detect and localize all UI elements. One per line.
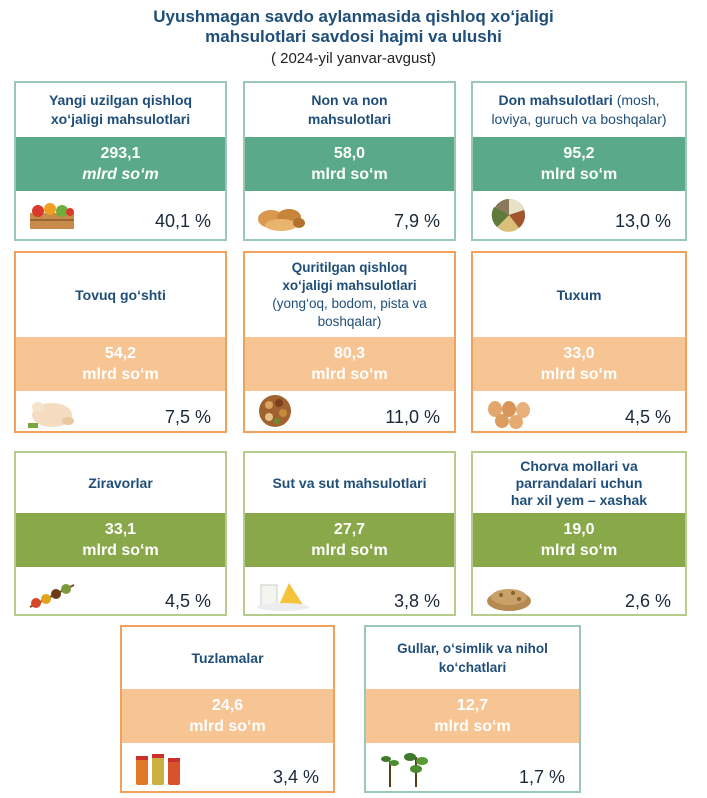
share-percent: 2,6 % [624,591,671,611]
value-band: 24,6 mlrd so‘m [122,689,333,743]
unit: mlrd so‘m [540,366,618,383]
share-percent: 7,9 % [393,211,440,231]
value: 12,7 [456,697,489,714]
unit: mlrd so‘m [311,366,388,383]
card-title: Tuzlamalar [191,649,264,666]
card-title: Ziravorlar [88,474,153,491]
value-band: 80,3 mlrd so‘m [245,337,454,391]
value: 80,3 [333,345,366,362]
value: 33,0 [563,345,595,362]
unit: mlrd so‘m [82,542,159,559]
card-title: Chorva mollari va parrandalari uchun har x… [510,457,648,508]
unit: mlrd so‘m [311,166,388,183]
card-title: Tovuq go‘shti [75,286,166,303]
card-dairy: Sut va sut mahsulotlari 27,7 mlrd so‘m 3… [243,451,456,616]
share-percent: 3,4 % [272,767,319,787]
value: 95,2 [563,145,595,162]
card-eggs: Tuxum 33,0 mlrd so‘m 4,5 % [471,251,687,433]
share-percent: 1,7 % [518,767,565,787]
card-bread: Non va non mahsulotlari 58,0 mlrd so‘m 7,… [243,81,456,241]
share-percent: 3,8 % [393,591,440,611]
grain-bowls-icon [491,199,525,232]
card-grains: Don mahsulotlari (mosh, loviya, guruch va… [471,81,687,241]
share-percent: 11,0 % [385,407,440,427]
title-line-2: mahsulotlari savdosi hajmi va ulushi [205,27,502,46]
unit: mlrd so‘m [540,166,618,183]
title-line-1: Uyushmagan savdo aylanmasida qishloq xo‘… [153,7,554,26]
card-plants: Gullar, o‘simlik va nihol ko‘chatlari 12,… [364,625,581,793]
card-title: Yangi uzilgan qishloq xo‘jaligi mahsulotl… [48,92,193,127]
card-title: Quritilgan qishloq xo‘jaligi mahsulotlari… [272,260,427,329]
value: 19,0 [563,521,595,538]
title-period: ( 2024-yil yanvar-avgust) [270,50,437,67]
value: 33,1 [104,521,137,538]
card-feed: Chorva mollari va parrandalari uchun har x… [471,451,687,616]
card-title: Non va non mahsulotlari [307,92,392,127]
value: 58,0 [333,145,366,162]
card-fresh-produce: Yangi uzilgan qishloq xo‘jaligi mahsulotl… [14,81,227,241]
eggs-icon [488,401,530,429]
unit: mlrd so‘m [189,718,266,735]
value-band: 19,0 mlrd so‘m [473,513,685,567]
card-title: Tuxum [556,286,602,303]
card-dried: Quritilgan qishloq xo‘jaligi mahsulotlari… [243,251,456,433]
card-spices: Ziravorlar 33,1 mlrd so‘m 4,5 % [14,451,227,616]
nuts-icon [259,395,291,427]
card-title: Gullar, o‘simlik va nihol ko‘chatlari [397,641,548,675]
spices-icon [29,584,75,608]
card-chicken: Tovuq go‘shti 54,2 mlrd so‘m 7,5 % [14,251,227,433]
share-percent: 13,0 % [614,211,671,231]
value: 24,6 [211,697,244,714]
unit: mlrd so‘m [82,366,159,383]
value-band: 27,7 mlrd so‘m [245,513,454,567]
card-title: Sut va sut mahsulotlari [272,474,427,491]
card-pickles: Tuzlamalar 24,6 mlrd so‘m 3,4 % [120,625,335,793]
value: 54,2 [104,345,137,362]
chicken-icon [28,402,74,428]
unit: mlrd so‘m [82,166,159,183]
share-percent: 4,5 % [624,407,671,427]
unit: mlrd so‘m [540,542,618,559]
value-band: 54,2 mlrd so‘m [16,337,225,391]
value-band: 58,0 mlrd so‘m [245,137,454,191]
unit: mlrd so‘m [311,542,388,559]
share-percent: 4,5 % [164,591,211,611]
seedlings-icon [381,753,428,787]
unit: mlrd so‘m [434,718,511,735]
value-band: 95,2 mlrd so‘m [473,137,685,191]
value-band: 33,1 mlrd so‘m [16,513,225,567]
share-percent: 40,1 % [154,211,211,231]
value: 293,1 [100,145,141,162]
feed-pellets-icon [487,589,531,611]
value-band: 293,1 mlrd so‘m [16,137,225,191]
pickle-jars-icon [136,754,180,785]
bread-icon [258,209,305,231]
value-band: 12,7 mlrd so‘m [366,689,579,743]
vegetable-crate-icon [30,203,74,229]
value: 27,7 [333,521,366,538]
value-band: 33,0 mlrd so‘m [473,337,685,391]
share-percent: 7,5 % [164,407,211,427]
dairy-icon [257,583,309,611]
card-title: Don mahsulotlari (mosh, loviya, guruch va… [491,92,667,127]
